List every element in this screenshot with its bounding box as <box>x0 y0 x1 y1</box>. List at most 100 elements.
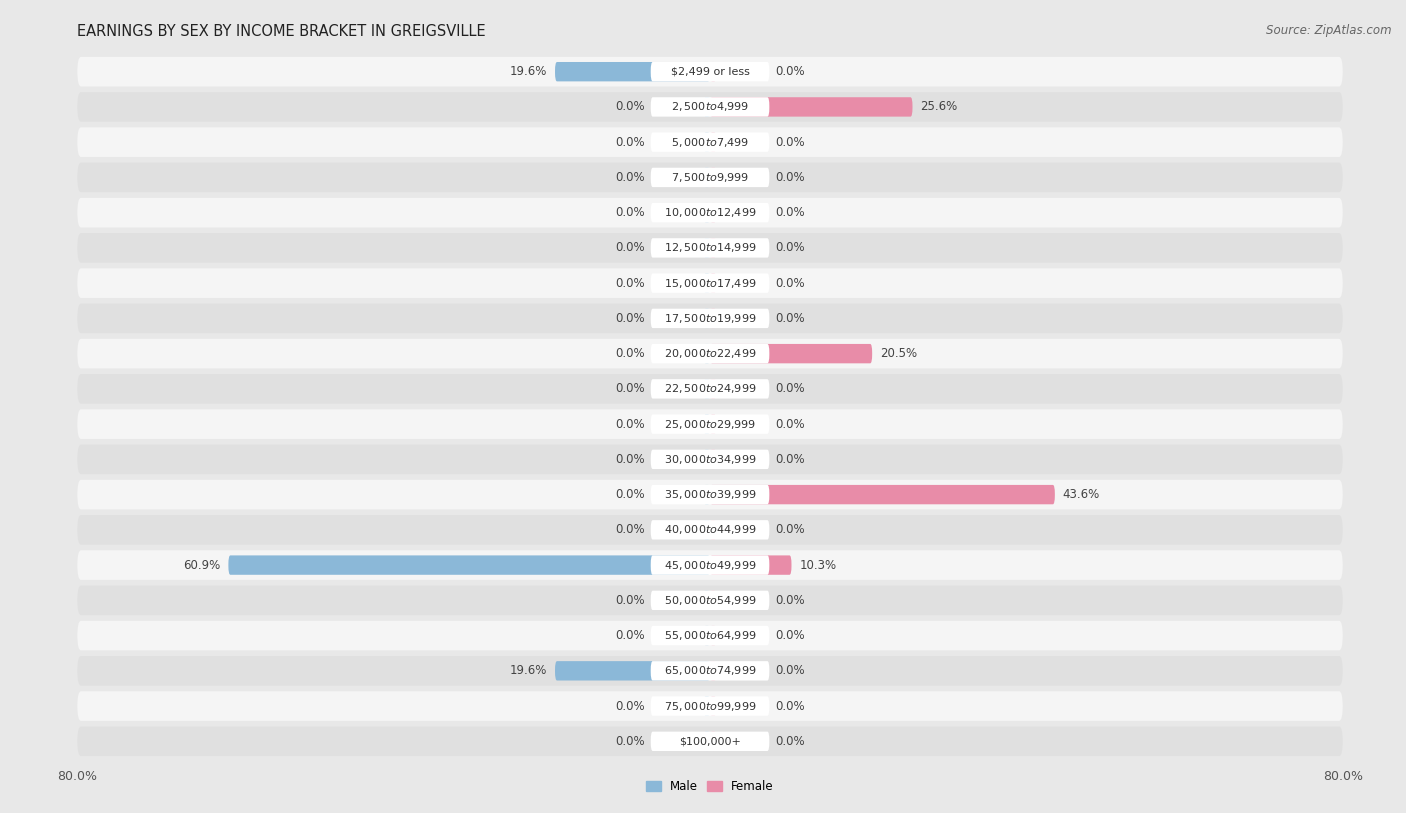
FancyBboxPatch shape <box>710 415 717 434</box>
Text: 0.0%: 0.0% <box>776 171 806 184</box>
Text: $55,000 to $64,999: $55,000 to $64,999 <box>664 629 756 642</box>
Text: 10.3%: 10.3% <box>800 559 837 572</box>
FancyBboxPatch shape <box>555 62 710 81</box>
Text: $15,000 to $17,499: $15,000 to $17,499 <box>664 276 756 289</box>
FancyBboxPatch shape <box>651 591 769 610</box>
FancyBboxPatch shape <box>710 344 872 363</box>
Text: 0.0%: 0.0% <box>776 312 806 325</box>
Text: 0.0%: 0.0% <box>776 241 806 254</box>
Text: 0.0%: 0.0% <box>614 453 644 466</box>
FancyBboxPatch shape <box>651 167 769 187</box>
Text: $22,500 to $24,999: $22,500 to $24,999 <box>664 382 756 395</box>
FancyBboxPatch shape <box>77 445 1343 474</box>
Text: 43.6%: 43.6% <box>1063 488 1099 501</box>
FancyBboxPatch shape <box>710 98 912 116</box>
Text: 60.9%: 60.9% <box>183 559 221 572</box>
Text: $17,500 to $19,999: $17,500 to $19,999 <box>664 312 756 325</box>
FancyBboxPatch shape <box>710 591 717 610</box>
FancyBboxPatch shape <box>704 203 710 222</box>
FancyBboxPatch shape <box>710 203 717 222</box>
Text: 25.6%: 25.6% <box>921 101 957 114</box>
FancyBboxPatch shape <box>710 379 717 398</box>
Text: 0.0%: 0.0% <box>614 699 644 712</box>
FancyBboxPatch shape <box>704 309 710 328</box>
Text: 0.0%: 0.0% <box>776 699 806 712</box>
FancyBboxPatch shape <box>704 273 710 293</box>
Text: 0.0%: 0.0% <box>614 382 644 395</box>
FancyBboxPatch shape <box>228 555 710 575</box>
FancyBboxPatch shape <box>710 520 717 540</box>
Text: 19.6%: 19.6% <box>510 664 547 677</box>
FancyBboxPatch shape <box>651 661 769 680</box>
FancyBboxPatch shape <box>77 656 1343 685</box>
FancyBboxPatch shape <box>704 732 710 751</box>
Text: 0.0%: 0.0% <box>776 593 806 606</box>
FancyBboxPatch shape <box>77 303 1343 333</box>
Text: $7,500 to $9,999: $7,500 to $9,999 <box>671 171 749 184</box>
Text: 0.0%: 0.0% <box>776 382 806 395</box>
Text: 0.0%: 0.0% <box>776 65 806 78</box>
Text: 0.0%: 0.0% <box>776 629 806 642</box>
Text: 0.0%: 0.0% <box>776 276 806 289</box>
Text: 0.0%: 0.0% <box>614 171 644 184</box>
FancyBboxPatch shape <box>77 585 1343 615</box>
FancyBboxPatch shape <box>710 273 717 293</box>
FancyBboxPatch shape <box>651 273 769 293</box>
Text: $30,000 to $34,999: $30,000 to $34,999 <box>664 453 756 466</box>
FancyBboxPatch shape <box>704 485 710 504</box>
FancyBboxPatch shape <box>704 167 710 187</box>
FancyBboxPatch shape <box>704 238 710 258</box>
Text: 0.0%: 0.0% <box>614 593 644 606</box>
Text: $10,000 to $12,499: $10,000 to $12,499 <box>664 207 756 220</box>
FancyBboxPatch shape <box>710 238 717 258</box>
FancyBboxPatch shape <box>704 344 710 363</box>
Text: $2,500 to $4,999: $2,500 to $4,999 <box>671 101 749 114</box>
Text: 19.6%: 19.6% <box>510 65 547 78</box>
FancyBboxPatch shape <box>710 450 717 469</box>
Text: $65,000 to $74,999: $65,000 to $74,999 <box>664 664 756 677</box>
Text: 0.0%: 0.0% <box>776 418 806 431</box>
Text: $50,000 to $54,999: $50,000 to $54,999 <box>664 593 756 606</box>
Text: 0.0%: 0.0% <box>614 241 644 254</box>
Text: $40,000 to $44,999: $40,000 to $44,999 <box>664 524 756 537</box>
Text: 0.0%: 0.0% <box>776 735 806 748</box>
FancyBboxPatch shape <box>77 480 1343 510</box>
FancyBboxPatch shape <box>555 661 710 680</box>
FancyBboxPatch shape <box>710 732 717 751</box>
FancyBboxPatch shape <box>77 268 1343 298</box>
Text: $20,000 to $22,499: $20,000 to $22,499 <box>664 347 756 360</box>
FancyBboxPatch shape <box>77 621 1343 650</box>
Text: Source: ZipAtlas.com: Source: ZipAtlas.com <box>1267 24 1392 37</box>
FancyBboxPatch shape <box>704 697 710 715</box>
FancyBboxPatch shape <box>77 515 1343 545</box>
FancyBboxPatch shape <box>710 62 717 81</box>
FancyBboxPatch shape <box>77 374 1343 404</box>
FancyBboxPatch shape <box>77 727 1343 756</box>
FancyBboxPatch shape <box>704 133 710 152</box>
FancyBboxPatch shape <box>77 409 1343 439</box>
Text: $5,000 to $7,499: $5,000 to $7,499 <box>671 136 749 149</box>
Text: $25,000 to $29,999: $25,000 to $29,999 <box>664 418 756 431</box>
FancyBboxPatch shape <box>77 57 1343 86</box>
FancyBboxPatch shape <box>651 98 769 116</box>
FancyBboxPatch shape <box>651 697 769 715</box>
FancyBboxPatch shape <box>651 626 769 646</box>
Text: 0.0%: 0.0% <box>614 312 644 325</box>
FancyBboxPatch shape <box>704 591 710 610</box>
Text: 0.0%: 0.0% <box>776 664 806 677</box>
FancyBboxPatch shape <box>651 62 769 81</box>
FancyBboxPatch shape <box>710 626 717 646</box>
FancyBboxPatch shape <box>651 133 769 152</box>
FancyBboxPatch shape <box>77 198 1343 228</box>
FancyBboxPatch shape <box>710 133 717 152</box>
FancyBboxPatch shape <box>704 450 710 469</box>
FancyBboxPatch shape <box>710 309 717 328</box>
FancyBboxPatch shape <box>651 238 769 258</box>
FancyBboxPatch shape <box>710 697 717 715</box>
Text: 0.0%: 0.0% <box>776 207 806 220</box>
FancyBboxPatch shape <box>651 732 769 751</box>
Text: $12,500 to $14,999: $12,500 to $14,999 <box>664 241 756 254</box>
Text: 0.0%: 0.0% <box>614 276 644 289</box>
Text: 0.0%: 0.0% <box>614 629 644 642</box>
FancyBboxPatch shape <box>704 379 710 398</box>
